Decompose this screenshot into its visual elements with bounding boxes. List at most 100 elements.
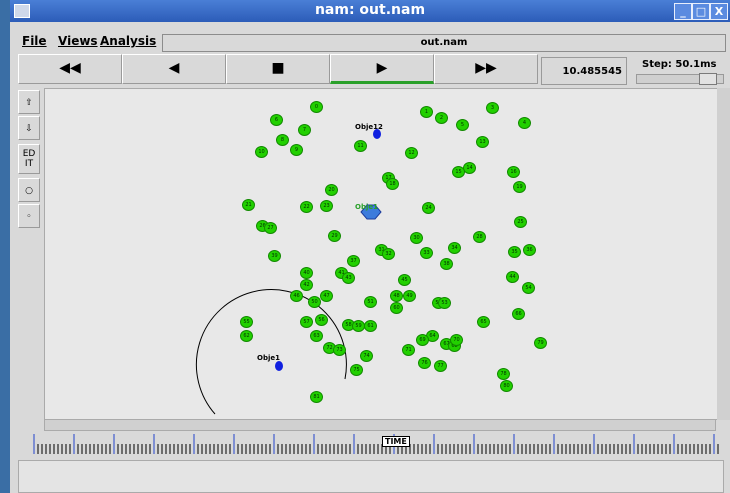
timeline-label: TIME [382,436,410,447]
network-node[interactable]: 27 [264,222,277,234]
step-slider[interactable] [636,73,724,85]
network-node[interactable]: 46 [290,290,303,302]
network-node[interactable]: 62 [240,330,253,342]
network-node[interactable]: 24 [422,202,435,214]
network-node[interactable]: 78 [497,368,510,380]
network-node[interactable]: 30 [410,232,423,244]
network-node[interactable]: 53 [438,297,451,309]
network-node[interactable]: 13 [476,136,489,148]
network-node[interactable]: 56 [315,314,328,326]
network-node[interactable]: 19 [513,181,526,193]
network-node[interactable]: 54 [522,282,535,294]
network-node[interactable]: 44 [506,271,519,283]
network-node[interactable]: 2 [435,112,448,124]
zoom-in-tool[interactable]: ⇧ [18,90,40,114]
network-node[interactable]: 4 [518,117,531,129]
network-node[interactable]: 34 [448,242,461,254]
edit-tool[interactable]: ED IT [18,144,40,174]
network-node[interactable]: 1 [420,106,433,118]
agent-label: Obje1 [355,203,378,211]
network-node[interactable]: 8 [276,134,289,146]
network-node[interactable]: 38 [440,258,453,270]
network-node[interactable]: 3 [486,102,499,114]
network-node[interactable]: 72 [323,342,336,354]
agent-label: Obje1 [257,354,280,362]
network-node[interactable]: 20 [325,184,338,196]
network-node[interactable]: 45 [398,274,411,286]
network-node[interactable]: 0 [310,101,323,113]
network-node[interactable]: 28 [473,231,486,243]
play-button[interactable]: ▶ [330,54,434,84]
file-name-display: out.nam [162,34,726,52]
network-node[interactable]: 43 [342,272,355,284]
network-node[interactable]: 71 [402,344,415,356]
network-node[interactable]: 66 [512,308,525,320]
network-node[interactable]: 74 [360,350,373,362]
tool-palette: ⇧ ⇩ ED IT ○ ◦ [18,88,42,418]
network-node[interactable]: 77 [434,360,447,372]
step-slider-knob[interactable] [699,73,717,85]
network-node[interactable]: 5 [456,119,469,131]
menu-analysis[interactable]: Analysis [100,34,157,48]
network-node[interactable]: 79 [534,337,547,349]
network-node[interactable]: 11 [354,140,367,152]
network-node[interactable]: 32 [382,248,395,260]
network-node[interactable]: 7 [298,124,311,136]
network-node[interactable]: 40 [300,267,313,279]
minimize-button[interactable]: _ [674,3,692,20]
step-back-button[interactable]: ◀ [122,54,226,84]
network-node[interactable]: 65 [477,316,490,328]
network-node[interactable]: 25 [514,216,527,228]
network-node[interactable]: 23 [320,200,333,212]
network-node[interactable]: 47 [320,290,333,302]
horizontal-scrollbar[interactable] [44,419,716,431]
network-node[interactable]: 12 [405,147,418,159]
network-node[interactable]: 80 [500,380,513,392]
timeline-ticks [33,434,719,454]
close-button[interactable]: X [710,3,728,20]
network-node[interactable]: 63 [310,330,323,342]
network-node[interactable]: 9 [290,144,303,156]
app-icon[interactable] [14,4,30,18]
network-canvas[interactable]: Obje12 Obje1 Obje1 0 1 2 3 4 5 6 7 8 9 10 11 12 13 14 1… [44,88,718,420]
network-node[interactable]: 49 [403,290,416,302]
network-node[interactable]: 35 [508,246,521,258]
stop-button[interactable]: ■ [226,54,330,84]
network-node[interactable]: 33 [420,247,433,259]
network-node[interactable]: 36 [523,244,536,256]
network-node[interactable]: 48 [390,290,403,302]
network-node[interactable]: 57 [300,316,313,328]
network-node[interactable]: 10 [255,146,268,158]
network-node[interactable]: 16 [507,166,520,178]
network-node[interactable]: 70 [450,334,463,346]
rewind-button[interactable]: ◀◀ [18,54,122,84]
network-node[interactable]: 73 [333,344,346,356]
network-node[interactable]: 75 [350,364,363,376]
small-circle-tool[interactable]: ◦ [18,204,40,228]
vertical-scrollbar[interactable] [717,88,730,420]
fast-forward-button[interactable]: ▶▶ [434,54,538,84]
zoom-out-tool[interactable]: ⇩ [18,116,40,140]
network-node[interactable]: 6 [270,114,283,126]
circle-tool[interactable]: ○ [18,178,40,202]
network-node[interactable]: 22 [300,201,313,213]
network-node[interactable]: 51 [364,296,377,308]
network-node[interactable]: 18 [386,178,399,190]
timeline[interactable]: TIME [30,432,722,458]
network-node[interactable]: 50 [308,296,321,308]
network-node[interactable]: 37 [347,255,360,267]
network-node[interactable]: 81 [310,391,323,403]
network-node[interactable]: 15 [452,166,465,178]
network-node[interactable]: 29 [328,230,341,242]
network-node[interactable]: 61 [364,320,377,332]
network-node[interactable]: 39 [268,250,281,262]
network-node[interactable]: 69 [416,334,429,346]
network-node[interactable]: 76 [418,357,431,369]
menu-file[interactable]: File [22,34,47,48]
network-node[interactable]: 60 [390,302,403,314]
network-node[interactable]: 55 [240,316,253,328]
network-node[interactable]: 21 [242,199,255,211]
maximize-button[interactable]: □ [692,3,710,20]
menu-views[interactable]: Views [58,34,98,48]
network-node[interactable]: 42 [300,279,313,291]
